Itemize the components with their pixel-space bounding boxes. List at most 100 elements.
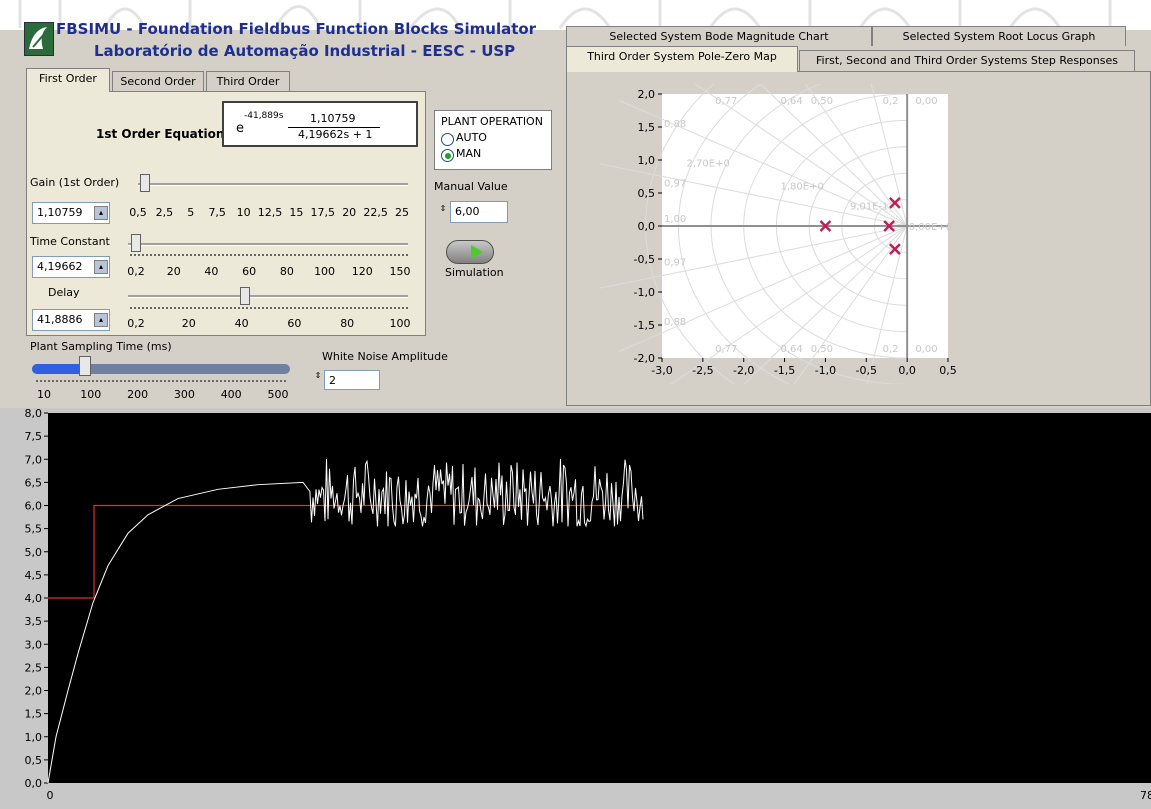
scale-tick-label: 2,5 (155, 206, 174, 219)
tab-first-order[interactable]: First Order (26, 68, 110, 92)
y-tick-label: 7,5 (25, 430, 43, 443)
y-tick-label: 3,0 (25, 638, 43, 651)
white-noise-spinner[interactable]: ⇕ (311, 370, 325, 388)
damping-label: 1,00 (664, 214, 686, 225)
x-tick-label: -2,5 (692, 364, 713, 377)
y-tick-label: 4,0 (25, 592, 43, 605)
tab-root-locus[interactable]: Selected System Root Locus Graph (872, 26, 1126, 46)
white-noise-input[interactable]: 2 (324, 370, 380, 390)
scale-tick-label: 0,2 (127, 265, 145, 278)
eq-exp-base: e (236, 121, 244, 136)
radio-auto-circle (441, 133, 454, 146)
delay-input[interactable]: 41,8886 (32, 309, 110, 331)
x-tick-label: -1,5 (774, 364, 795, 377)
damping-label: 0,97 (664, 258, 686, 269)
scale-tick-label: 200 (127, 388, 149, 401)
equation-box: e -41,889s 1,10759 4,19662s + 1 (222, 101, 418, 147)
damping-line (619, 100, 908, 227)
delay-track[interactable] (128, 295, 408, 298)
eq-exponent: -41,889s (244, 111, 284, 121)
scale-tick-label: 40 (234, 317, 249, 330)
y-tick-label: 0,0 (25, 777, 43, 790)
sampling-track[interactable] (32, 364, 290, 374)
x-tick-label: -3,0 (651, 364, 672, 377)
tab-third-order[interactable]: Third Order (206, 71, 290, 91)
tab-second-order[interactable]: Second Order (112, 71, 204, 91)
damping-line (866, 225, 908, 384)
scale-tick-label: 25 (395, 206, 409, 219)
damping-label: 0,88 (664, 317, 686, 328)
y-tick-label: -1,5 (634, 319, 655, 332)
y-tick-label: 1,5 (25, 708, 43, 721)
y-tick-label: 1,0 (25, 731, 43, 744)
tab-bode-chart[interactable]: Selected System Bode Magnitude Chart (566, 26, 872, 46)
radio-man-label: MAN (456, 147, 482, 160)
y-tick-label: -0,5 (634, 253, 655, 266)
simulation-button[interactable] (446, 240, 494, 264)
radio-man[interactable]: MAN (441, 147, 541, 163)
y-tick-label: 2,5 (25, 661, 43, 674)
y-tick-label: 0,0 (638, 220, 656, 233)
pole-stroke (819, 220, 832, 232)
time-constant-thumb[interactable] (130, 234, 141, 252)
damping-label: 0,2 (883, 96, 899, 107)
pole-zero-chart: 0,770,770,640,640,500,500,20,20,000,000,… (600, 84, 957, 384)
damping-line (619, 225, 908, 352)
pole-marker (889, 243, 901, 255)
manual-value-input[interactable]: 6,00 (450, 201, 508, 223)
scale-tick-label: 20 (342, 206, 357, 219)
delay-thumb[interactable] (240, 287, 251, 305)
y-tick-label: 1,0 (638, 154, 656, 167)
y-tick-label: -1,0 (634, 286, 655, 299)
plant-operation-box: PLANT OPERATION AUTO MAN (434, 110, 552, 170)
freq-label: 1,80E+0 (780, 182, 823, 193)
y-tick-label: 8,0 (25, 408, 43, 420)
gain-slider-track[interactable] (138, 183, 408, 186)
gain-slider-thumb[interactable] (139, 174, 150, 192)
scale-tick-label: 22,5 (363, 206, 388, 219)
plot-area (48, 413, 1151, 783)
radio-auto[interactable]: AUTO (441, 131, 541, 147)
delay-spinner[interactable]: ▴ (94, 313, 108, 327)
scale-tick-label: 80 (340, 317, 355, 330)
manual-value-spinner[interactable]: ⇕ (436, 203, 450, 221)
freq-label: 0,00E+0 (909, 222, 952, 233)
scale-tick-label: 10 (236, 206, 251, 219)
watermark-band (0, 0, 1151, 30)
damping-line (743, 225, 908, 384)
sampling-thumb[interactable] (78, 356, 91, 376)
scale-tick-label: 60 (242, 265, 257, 278)
gain-spinner[interactable]: ▴ (94, 206, 108, 220)
delay-label: Delay (48, 286, 80, 299)
tab-step-responses[interactable]: First, Second and Third Order Systems St… (799, 50, 1135, 72)
sampling-scale: 10 100 200 300 400 500 (36, 388, 289, 402)
logo-icon (29, 27, 47, 49)
x-tick-label: 78 (1140, 789, 1151, 802)
watermark-glyphs (18, 0, 1112, 30)
scale-tick-label: 20 (166, 265, 181, 278)
scale-tick-label: 100 (314, 265, 336, 278)
pole-marker (819, 220, 832, 232)
manual-value-label: Manual Value (434, 180, 508, 193)
y-tick-label: 4,5 (25, 569, 43, 582)
white-noise-label: White Noise Amplitude (322, 350, 448, 363)
damping-label: 0,50 (811, 96, 833, 107)
pole-marker (883, 220, 896, 232)
time-constant-input[interactable]: 4,19662 (32, 256, 110, 278)
damping-label: 0,77 (715, 96, 737, 107)
scale-tick-label: 100 (80, 388, 102, 401)
y-tick-label: 6,5 (25, 476, 43, 489)
tab-pole-zero-map[interactable]: Third Order System Pole-Zero Map (566, 46, 798, 72)
scale-tick-label: 12,5 (257, 206, 283, 219)
time-constant-track[interactable] (128, 243, 408, 246)
pole-stroke (889, 197, 901, 209)
x-tick-label: -2,0 (733, 364, 754, 377)
scale-tick-label: 5 (187, 206, 195, 219)
y-tick-label: 2,0 (25, 685, 43, 698)
eq-fraction-bar (288, 127, 380, 128)
damping-line (759, 84, 908, 227)
scale-tick-label: 150 (389, 265, 411, 278)
y-tick-label: 6,0 (25, 500, 43, 513)
gain-input[interactable]: 1,10759 (32, 202, 110, 224)
time-constant-spinner[interactable]: ▴ (94, 260, 108, 274)
